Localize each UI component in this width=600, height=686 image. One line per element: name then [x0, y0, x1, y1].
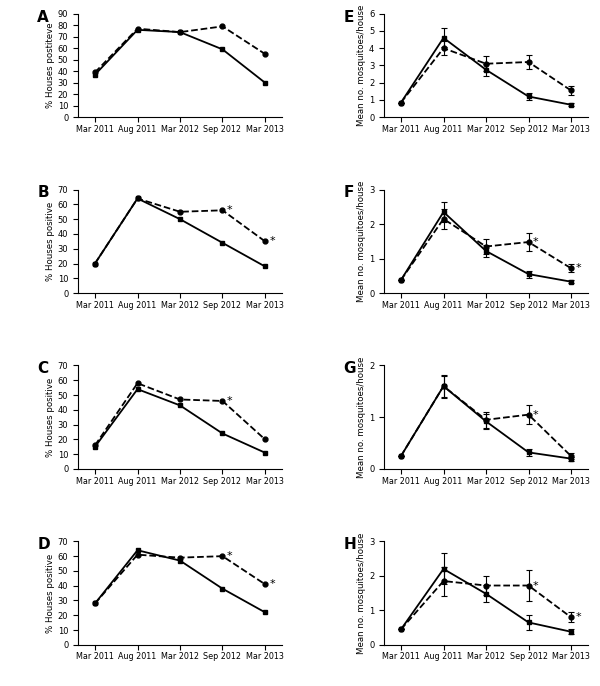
- Text: *: *: [575, 263, 581, 273]
- Text: *: *: [269, 579, 275, 589]
- Y-axis label: % Houses positive: % Houses positive: [46, 377, 55, 457]
- Text: H: H: [343, 537, 356, 552]
- Text: *: *: [269, 237, 275, 246]
- Text: *: *: [227, 205, 232, 215]
- Y-axis label: Mean no. mosquitoes/house: Mean no. mosquitoes/house: [357, 5, 366, 126]
- Text: *: *: [575, 612, 581, 622]
- Y-axis label: Mean no. mosquitoes/house: Mean no. mosquitoes/house: [357, 532, 366, 654]
- Text: *: *: [533, 237, 538, 247]
- Text: *: *: [227, 551, 232, 561]
- Text: *: *: [227, 396, 232, 406]
- Text: *: *: [533, 410, 538, 420]
- Text: E: E: [343, 10, 353, 25]
- Y-axis label: Mean no. mosquitoes/house: Mean no. mosquitoes/house: [357, 180, 366, 302]
- Text: G: G: [343, 362, 356, 377]
- Y-axis label: % Houses positive: % Houses positive: [46, 554, 55, 632]
- Text: *: *: [533, 580, 538, 591]
- Text: D: D: [37, 537, 50, 552]
- Y-axis label: Mean no. mosquitoes/house: Mean no. mosquitoes/house: [357, 357, 366, 478]
- Y-axis label: % Houses postiteve: % Houses postiteve: [46, 23, 55, 108]
- Text: B: B: [37, 185, 49, 200]
- Text: C: C: [37, 362, 49, 377]
- Text: A: A: [37, 10, 49, 25]
- Y-axis label: % Houses positive: % Houses positive: [46, 202, 55, 281]
- Text: F: F: [343, 185, 353, 200]
